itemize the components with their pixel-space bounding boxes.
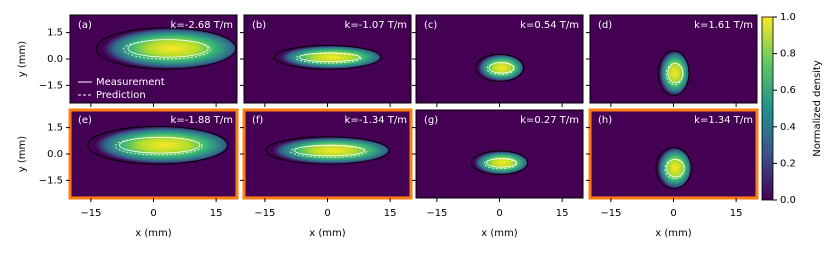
x-tick-label: 15 <box>384 208 397 219</box>
prediction-contour <box>114 137 203 156</box>
measurement-contour <box>299 52 360 63</box>
x-tick-label: 15 <box>210 208 223 219</box>
y-tick-label: 0.0 <box>47 54 63 65</box>
density-blob <box>475 53 524 82</box>
annotation: k=1.34 T/m <box>694 115 753 126</box>
colorbar-tick-label: 0.6 <box>780 85 796 96</box>
x-tick-label: −15 <box>600 208 621 219</box>
annotation: k=0.54 T/m <box>520 20 579 31</box>
y-tick-label: 1.5 <box>47 123 63 134</box>
annotation: k=0.27 T/m <box>520 115 579 126</box>
legend-entry: Prediction <box>96 90 146 101</box>
colorbar-tick-label: 1.0 <box>780 12 796 23</box>
colorbar <box>761 16 774 201</box>
prediction-contour <box>295 53 362 64</box>
colorbar-tick-label: 0.8 <box>780 49 796 60</box>
density-blob <box>95 27 237 70</box>
x-tick-label: 0 <box>150 208 156 219</box>
prediction-contour <box>290 145 367 158</box>
panel-label: (a) <box>78 20 92 31</box>
panel-label: (g) <box>424 115 438 126</box>
y-tick-label: 1.5 <box>47 28 63 39</box>
x-tick-label: 0 <box>670 208 676 219</box>
prediction-contour <box>486 62 515 76</box>
y-tick-label: −1.5 <box>39 80 63 91</box>
x-tick-label: 15 <box>730 208 743 219</box>
density-blob <box>657 50 690 96</box>
prediction-contour <box>665 63 684 86</box>
x-axis-label: x (mm) <box>309 228 345 239</box>
panel-label: (f) <box>252 115 263 126</box>
prediction-contour <box>664 158 685 180</box>
x-tick-label: −15 <box>426 208 447 219</box>
y-axis-label: y (mm) <box>17 136 28 172</box>
density-blob <box>273 44 382 70</box>
colorbar-tick-label: 0.0 <box>780 195 796 206</box>
x-tick-label: 0 <box>324 208 330 219</box>
density-blob <box>655 146 692 190</box>
colorbar-tick-label: 0.2 <box>780 158 796 169</box>
x-tick-label: 15 <box>556 208 569 219</box>
density-blob <box>87 125 228 165</box>
y-tick-label: 0.0 <box>47 149 63 160</box>
annotation: k=-1.34 T/m <box>345 115 407 126</box>
panel-label: (b) <box>252 20 266 31</box>
x-tick-label: −15 <box>254 208 275 219</box>
measurement-contour <box>127 39 209 58</box>
density-blob <box>470 150 529 176</box>
x-tick-label: −15 <box>80 208 101 219</box>
y-tick-label: −1.5 <box>39 175 63 186</box>
panel-label: (d) <box>598 20 612 31</box>
x-axis-label: x (mm) <box>655 228 691 239</box>
annotation: k=-2.68 T/m <box>171 20 233 31</box>
y-axis-label: y (mm) <box>17 41 28 77</box>
annotation: k=1.61 T/m <box>694 20 753 31</box>
x-tick-label: 0 <box>496 208 502 219</box>
panel-label: (c) <box>424 20 437 31</box>
prediction-contour <box>123 39 211 60</box>
colorbar-tick-label: 0.4 <box>780 122 796 133</box>
panel-label: (e) <box>78 115 92 126</box>
legend-entry: Measurement <box>96 77 165 88</box>
density-blob <box>265 136 390 165</box>
measurement-contour <box>294 144 365 157</box>
x-axis-label: x (mm) <box>481 228 517 239</box>
annotation: k=-1.07 T/m <box>345 20 407 31</box>
x-axis-label: x (mm) <box>135 228 171 239</box>
colorbar-label: Normalized density <box>812 60 823 157</box>
panel-label: (h) <box>598 115 612 126</box>
annotation: k=-1.88 T/m <box>171 115 233 126</box>
prediction-contour <box>483 158 518 170</box>
